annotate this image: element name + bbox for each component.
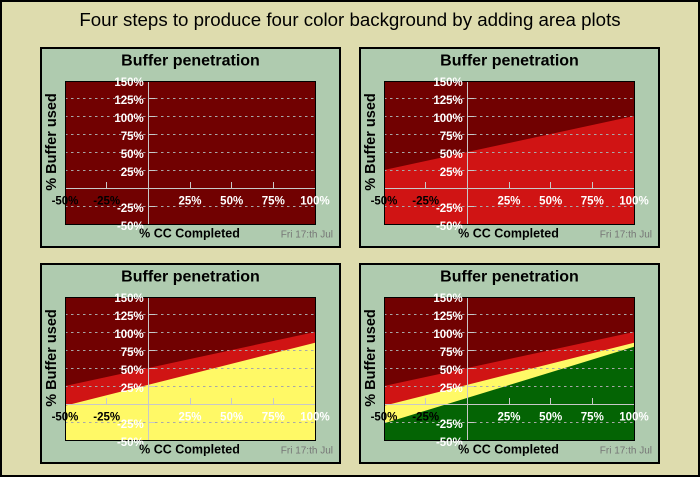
- svg-text:-25%: -25%: [436, 419, 463, 431]
- svg-text:Buffer penetration: Buffer penetration: [121, 269, 260, 286]
- svg-text:-50%: -50%: [371, 412, 398, 424]
- svg-text:50%: 50%: [121, 365, 144, 377]
- svg-text:75%: 75%: [581, 412, 604, 424]
- svg-text:-25%: -25%: [412, 412, 439, 424]
- svg-text:25%: 25%: [178, 412, 201, 424]
- svg-text:-50%: -50%: [52, 196, 79, 208]
- svg-text:-25%: -25%: [93, 196, 120, 208]
- svg-text:150%: 150%: [114, 293, 143, 305]
- svg-text:50%: 50%: [220, 412, 243, 424]
- svg-text:-25%: -25%: [436, 203, 463, 215]
- svg-text:25%: 25%: [497, 412, 520, 424]
- svg-text:25%: 25%: [497, 196, 520, 208]
- svg-text:150%: 150%: [433, 77, 462, 89]
- svg-text:% CC Completed: % CC Completed: [139, 227, 240, 241]
- svg-text:125%: 125%: [433, 95, 462, 107]
- svg-text:125%: 125%: [114, 311, 143, 323]
- svg-text:50%: 50%: [539, 412, 562, 424]
- svg-text:-50%: -50%: [117, 437, 144, 449]
- svg-text:75%: 75%: [121, 347, 144, 359]
- svg-text:75%: 75%: [262, 196, 285, 208]
- svg-text:% Buffer used: % Buffer used: [363, 309, 379, 407]
- svg-text:75%: 75%: [121, 131, 144, 143]
- svg-text:-25%: -25%: [117, 419, 144, 431]
- svg-text:-25%: -25%: [412, 196, 439, 208]
- svg-text:150%: 150%: [433, 293, 462, 305]
- svg-text:Fri 17:th Jul: Fri 17:th Jul: [600, 230, 652, 241]
- svg-text:% CC Completed: % CC Completed: [458, 227, 559, 241]
- svg-text:25%: 25%: [440, 383, 463, 395]
- svg-text:150%: 150%: [114, 77, 143, 89]
- svg-text:100%: 100%: [300, 196, 329, 208]
- svg-text:100%: 100%: [433, 113, 462, 125]
- svg-text:% CC Completed: % CC Completed: [139, 443, 240, 457]
- svg-text:100%: 100%: [433, 329, 462, 341]
- svg-text:-50%: -50%: [52, 412, 79, 424]
- svg-text:100%: 100%: [300, 412, 329, 424]
- svg-text:100%: 100%: [619, 196, 648, 208]
- svg-text:50%: 50%: [121, 149, 144, 161]
- svg-text:75%: 75%: [440, 347, 463, 359]
- svg-text:50%: 50%: [220, 196, 243, 208]
- svg-text:125%: 125%: [114, 95, 143, 107]
- svg-text:% Buffer used: % Buffer used: [44, 309, 60, 407]
- svg-text:50%: 50%: [440, 149, 463, 161]
- svg-text:-50%: -50%: [436, 437, 463, 449]
- svg-text:% CC Completed: % CC Completed: [458, 443, 559, 457]
- svg-text:% Buffer used: % Buffer used: [44, 93, 60, 191]
- svg-text:-25%: -25%: [93, 412, 120, 424]
- svg-text:Fri 17:th Jul: Fri 17:th Jul: [281, 230, 333, 241]
- svg-text:50%: 50%: [440, 365, 463, 377]
- svg-text:75%: 75%: [581, 196, 604, 208]
- svg-text:-25%: -25%: [117, 203, 144, 215]
- svg-text:100%: 100%: [114, 113, 143, 125]
- svg-text:% Buffer used: % Buffer used: [363, 93, 379, 191]
- svg-text:Fri 17:th Jul: Fri 17:th Jul: [600, 446, 652, 457]
- svg-text:25%: 25%: [121, 383, 144, 395]
- svg-text:Buffer penetration: Buffer penetration: [121, 53, 260, 70]
- svg-text:Fri 17:th Jul: Fri 17:th Jul: [281, 446, 333, 457]
- svg-text:Buffer penetration: Buffer penetration: [440, 53, 579, 70]
- svg-text:25%: 25%: [178, 196, 201, 208]
- svg-text:-50%: -50%: [371, 196, 398, 208]
- svg-text:125%: 125%: [433, 311, 462, 323]
- svg-text:-50%: -50%: [436, 221, 463, 233]
- svg-text:25%: 25%: [440, 167, 463, 179]
- svg-text:100%: 100%: [619, 412, 648, 424]
- svg-text:50%: 50%: [539, 196, 562, 208]
- svg-text:75%: 75%: [440, 131, 463, 143]
- svg-text:75%: 75%: [262, 412, 285, 424]
- svg-text:-50%: -50%: [117, 221, 144, 233]
- svg-text:Buffer penetration: Buffer penetration: [440, 269, 579, 286]
- svg-text:25%: 25%: [121, 167, 144, 179]
- svg-text:100%: 100%: [114, 329, 143, 341]
